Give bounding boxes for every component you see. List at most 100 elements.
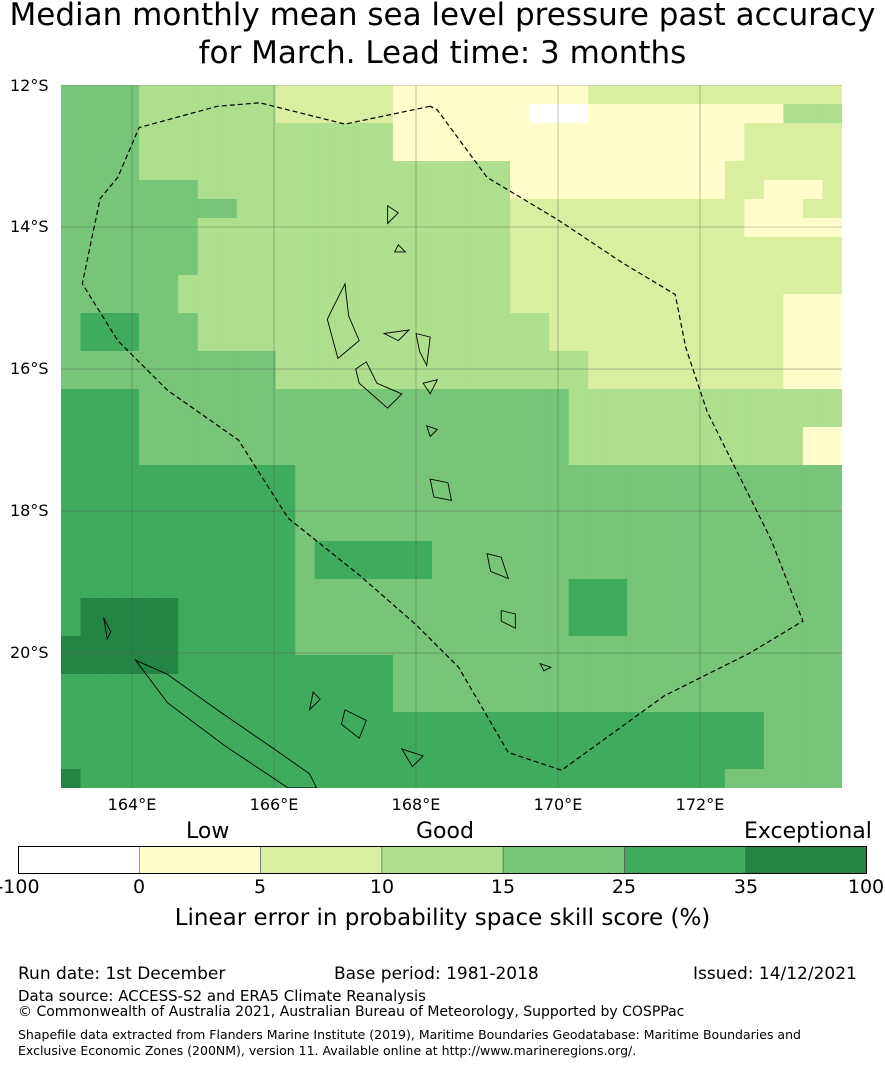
colorbar-bin [138, 846, 261, 874]
skill-cell [392, 674, 414, 694]
skill-cell [705, 104, 726, 124]
skill-cell [61, 389, 82, 409]
skill-cell [392, 123, 414, 143]
skill-cell [100, 693, 121, 713]
skill-cell [490, 180, 511, 200]
skill-cell [61, 522, 82, 542]
skill-cell [568, 769, 589, 788]
skill-cell [685, 237, 706, 257]
skill-cell [392, 256, 414, 276]
skill-cell [783, 389, 804, 409]
skill-cell [392, 142, 414, 162]
skill-cell [763, 617, 785, 637]
skill-cell [178, 161, 199, 181]
colorbar-bin [502, 846, 625, 874]
skill-cell [471, 332, 492, 352]
skill-cell [431, 750, 453, 770]
skill-cell [666, 275, 687, 295]
skill-cell [353, 522, 375, 542]
skill-cell [549, 655, 570, 675]
skill-cell [80, 598, 101, 618]
skill-cell [510, 313, 531, 333]
map-panel[interactable] [61, 85, 842, 788]
skill-cell [490, 598, 511, 618]
skill-cell [412, 408, 433, 428]
skill-cell [705, 731, 726, 751]
skill-cell [412, 370, 433, 390]
skill-cell [314, 541, 335, 561]
skill-cell [763, 484, 785, 504]
skill-cell [763, 579, 785, 599]
skill-cell [724, 693, 745, 713]
skill-cell [236, 541, 257, 561]
skill-cell [588, 579, 609, 599]
skill-cell [119, 617, 140, 637]
skill-cell [197, 598, 218, 618]
skill-cell [431, 389, 453, 409]
skill-cell [119, 674, 140, 694]
skill-cell [588, 465, 609, 485]
skill-cell [197, 560, 218, 580]
skill-cell [314, 750, 335, 770]
skill-cell [451, 446, 472, 466]
skill-cell [685, 560, 706, 580]
skill-cell [431, 484, 453, 504]
skill-cell [431, 731, 453, 751]
skill-cell [178, 123, 199, 143]
skill-cell [529, 769, 550, 788]
skill-cell [744, 560, 765, 580]
skill-cell [607, 484, 628, 504]
skill-cell [119, 332, 140, 352]
skill-cell [744, 256, 765, 276]
skill-cell [256, 503, 277, 523]
skill-cell [61, 712, 82, 732]
skill-cell [588, 446, 609, 466]
skill-cell [802, 522, 824, 542]
skill-cell [471, 199, 492, 219]
skill-cell [178, 484, 199, 504]
skill-cell [549, 579, 570, 599]
skill-cell [353, 541, 375, 561]
skill-cell [80, 484, 101, 504]
skill-cell [666, 750, 687, 770]
skill-cell [431, 712, 453, 732]
skill-cell [471, 408, 492, 428]
skill-cell [568, 712, 589, 732]
skill-cell [314, 142, 335, 162]
skill-cell [139, 617, 160, 637]
skill-cell [80, 294, 101, 314]
skill-cell [392, 769, 414, 788]
skill-cell [607, 370, 628, 390]
skill-cell [451, 541, 472, 561]
skill-cell [510, 769, 531, 788]
skill-cell [353, 389, 375, 409]
skill-cell [744, 636, 765, 656]
skill-cell [744, 503, 765, 523]
skill-cell [61, 560, 82, 580]
skill-cell [666, 85, 687, 105]
skill-cell [490, 522, 511, 542]
skill-cell [490, 693, 511, 713]
skill-cell [783, 484, 804, 504]
skill-cell [802, 256, 824, 276]
skill-cell [275, 579, 296, 599]
skill-cell [627, 180, 648, 200]
skill-cell [705, 408, 726, 428]
skill-cell [392, 370, 414, 390]
skill-cell [471, 503, 492, 523]
skill-cell [392, 712, 414, 732]
skill-cell [314, 598, 335, 618]
skill-score-map[interactable] [61, 85, 842, 788]
skill-cell [529, 522, 550, 542]
skill-cell [666, 598, 687, 618]
skill-cell [431, 199, 453, 219]
skill-cell [178, 256, 199, 276]
skill-cell [705, 427, 726, 447]
skill-cell [705, 218, 726, 238]
skill-cell [646, 275, 667, 295]
skill-cell [783, 142, 804, 162]
skill-cell [314, 446, 335, 466]
skill-cell [627, 617, 648, 637]
skill-cell [80, 731, 101, 751]
skill-cell [822, 560, 842, 580]
